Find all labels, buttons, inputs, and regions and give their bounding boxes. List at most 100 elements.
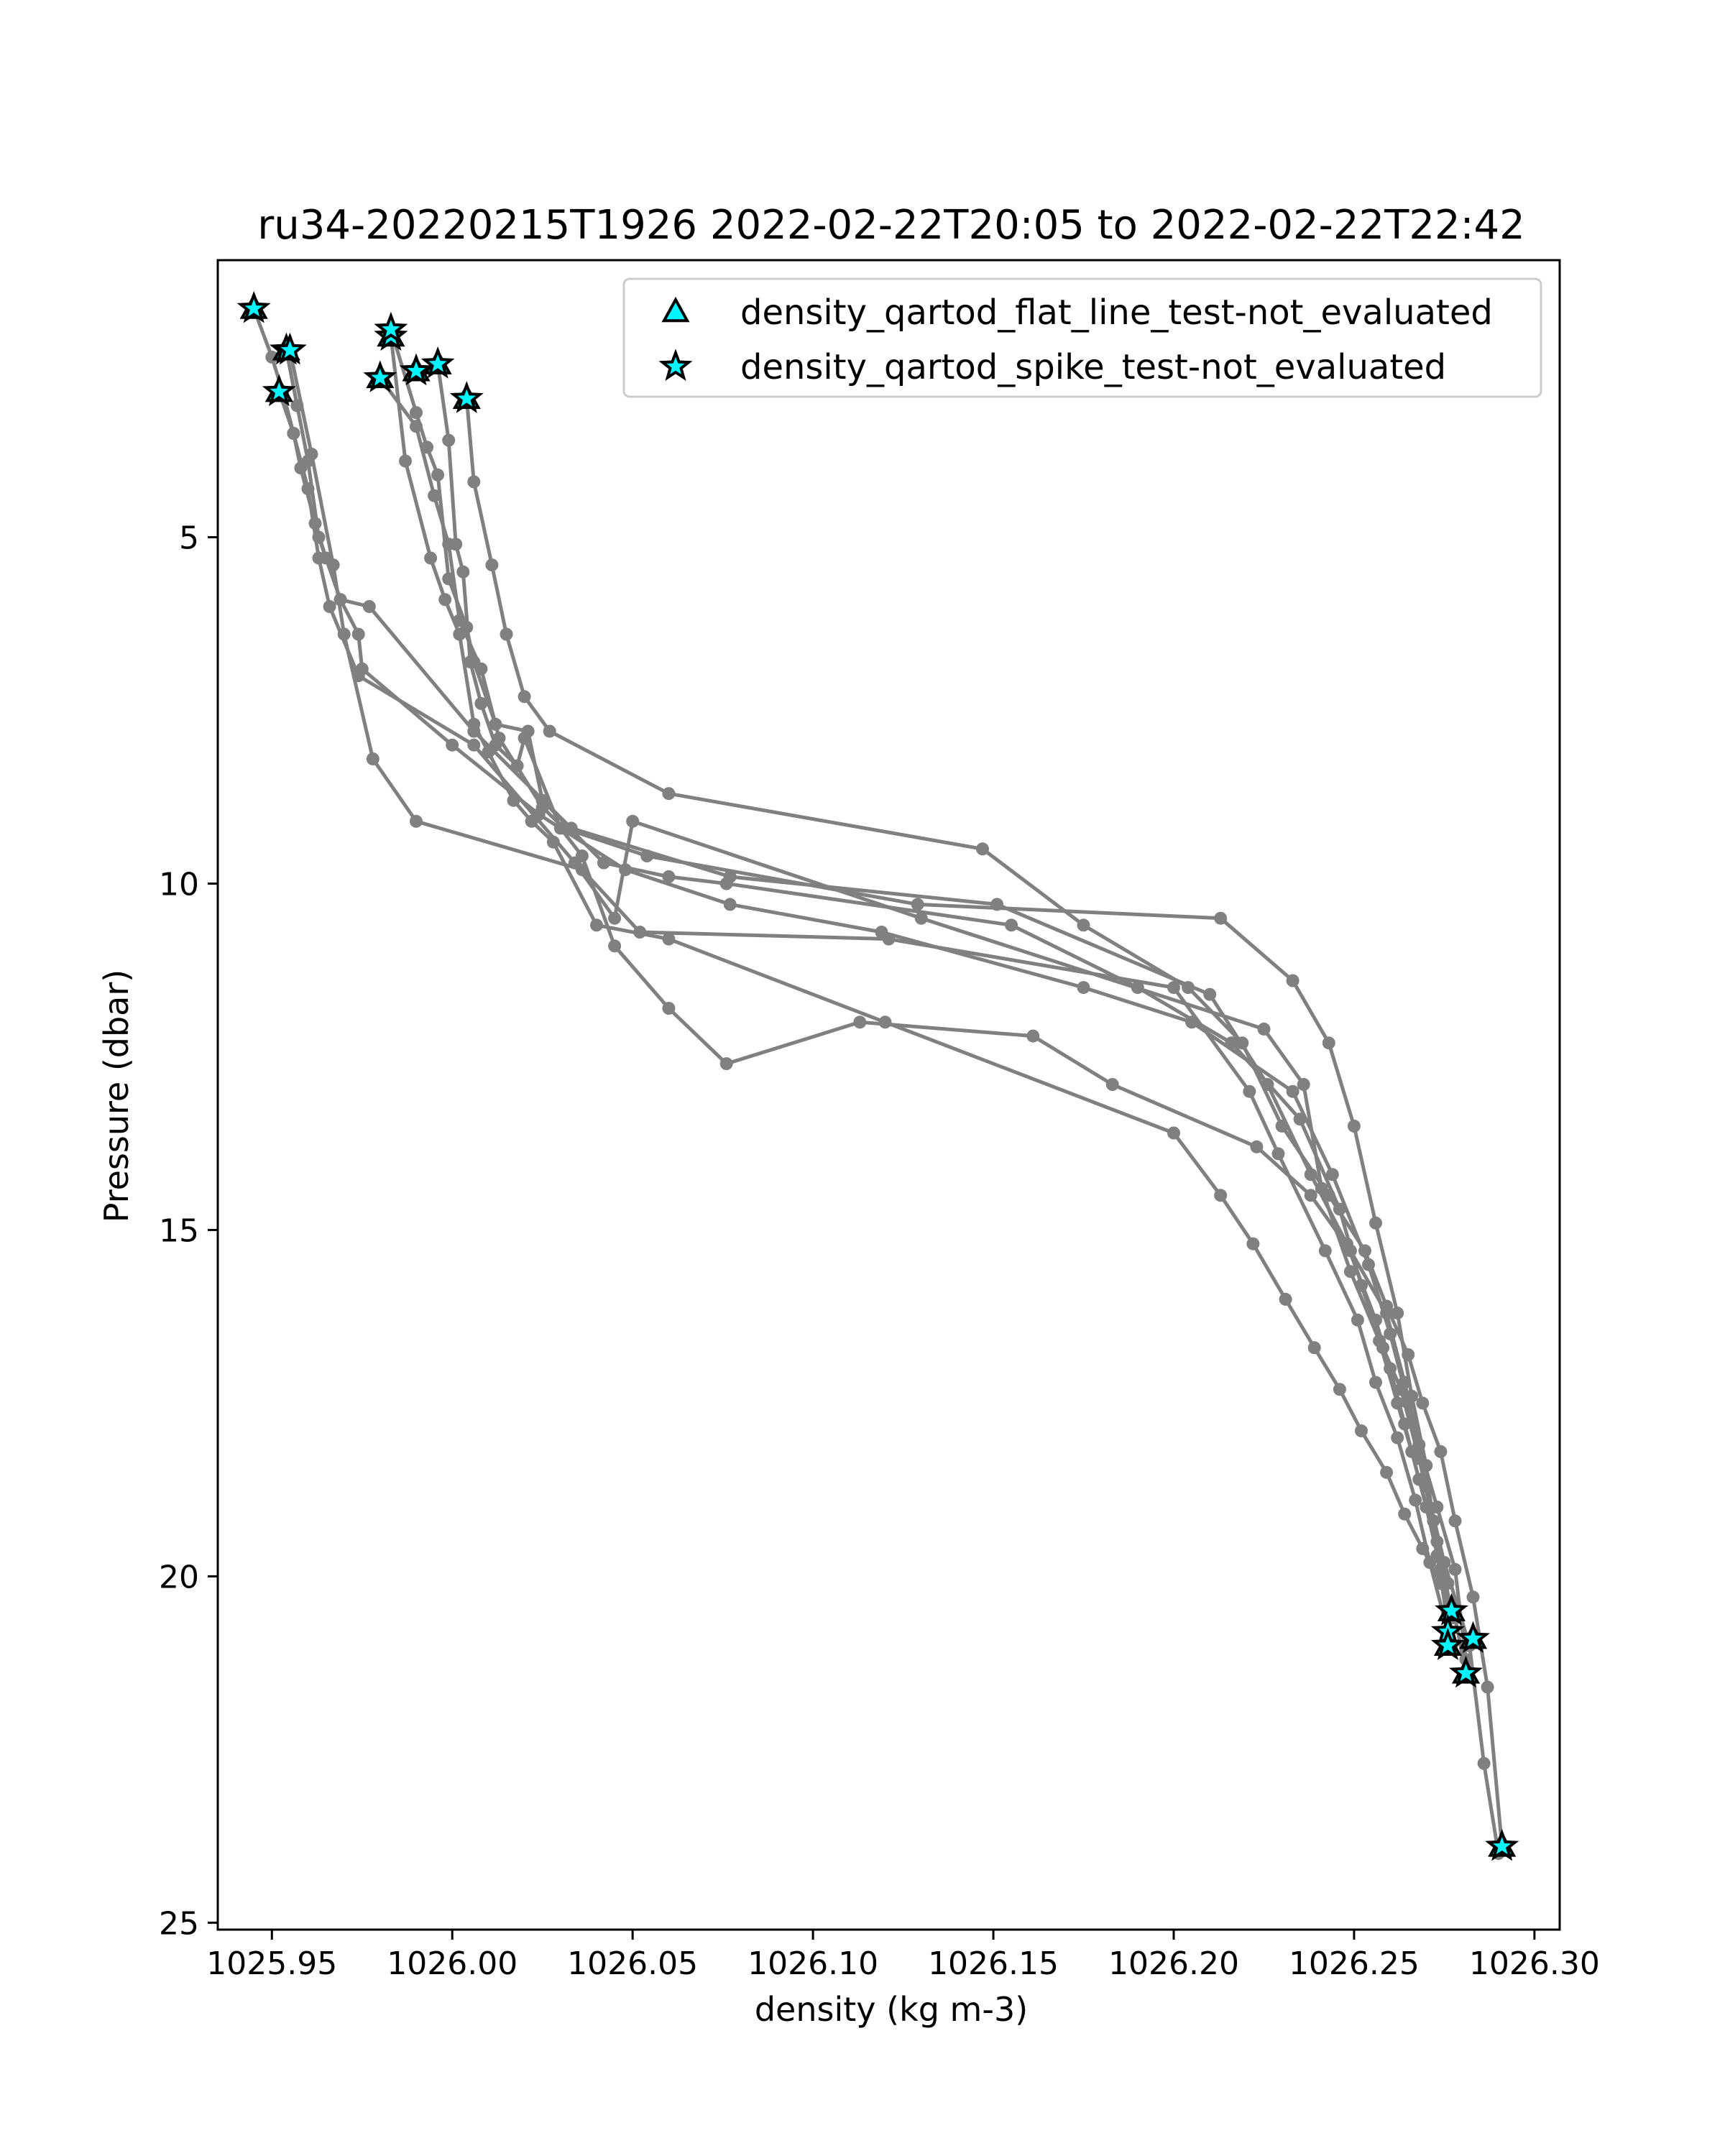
profile-line — [389, 327, 1450, 1585]
sample-point — [1380, 1465, 1394, 1479]
sample-point — [326, 558, 340, 572]
sample-point — [597, 856, 610, 870]
sample-point — [662, 932, 676, 946]
sample-point — [438, 593, 452, 607]
spike-test-marker — [1435, 1593, 1468, 1626]
sample-point — [1271, 1147, 1285, 1161]
sample-point — [492, 732, 506, 745]
sample-point — [424, 551, 438, 565]
sample-point — [287, 427, 300, 440]
sample-point — [1322, 1036, 1335, 1050]
sample-point — [464, 655, 477, 669]
sample-point — [1391, 1431, 1404, 1445]
x-tick-label: 1026.25 — [1289, 1945, 1420, 1982]
spike-test-marker — [1430, 1628, 1465, 1660]
sample-point — [366, 752, 380, 765]
sample-point — [1430, 1501, 1444, 1514]
sample-point — [1225, 1036, 1238, 1050]
sample-point — [1322, 1189, 1335, 1202]
sample-point — [1343, 1265, 1357, 1279]
x-tick-label: 1026.05 — [567, 1945, 698, 1982]
sample-point — [518, 732, 531, 745]
sample-point — [1279, 1292, 1292, 1306]
sample-point — [410, 420, 423, 433]
sample-point — [1391, 1396, 1404, 1410]
sample-point — [1448, 1562, 1462, 1576]
profile-series — [431, 357, 1473, 1667]
sample-point — [1167, 981, 1180, 995]
x-axis-label: density (kg m-3) — [755, 1990, 1028, 2029]
sample-point — [1376, 1341, 1390, 1355]
sample-point — [1441, 1577, 1455, 1590]
sample-point — [410, 406, 423, 420]
sample-point — [1402, 1348, 1415, 1361]
sample-point — [305, 447, 318, 461]
sample-point — [1391, 1307, 1404, 1320]
profile-series — [460, 392, 1509, 1853]
x-tick-label: 1026.15 — [928, 1945, 1059, 1982]
sample-point — [507, 793, 520, 807]
sample-point — [1448, 1514, 1462, 1528]
sample-point — [719, 1057, 733, 1071]
sample-point — [1369, 1376, 1382, 1389]
sample-point — [1203, 987, 1217, 1001]
sample-point — [1416, 1542, 1430, 1555]
sample-point — [1167, 1126, 1180, 1140]
spike-test-marker — [1485, 1828, 1519, 1861]
sample-point — [1333, 1383, 1346, 1396]
sample-point — [500, 627, 513, 641]
sample-point — [1131, 981, 1144, 995]
sample-point — [362, 600, 376, 613]
sample-point — [337, 627, 351, 641]
sample-point — [557, 821, 571, 835]
sample-point — [662, 787, 676, 801]
sample-point — [911, 898, 924, 911]
legend: density_qartod_flat_line_test-not_evalua… — [622, 277, 1542, 398]
sample-point — [1286, 1084, 1300, 1098]
sample-point — [410, 814, 423, 828]
plot-area — [236, 290, 1519, 1861]
sample-point — [1182, 981, 1195, 995]
sample-point — [1355, 1424, 1368, 1437]
y-tick-label: 25 — [159, 1905, 199, 1942]
sample-point — [535, 801, 549, 814]
sample-point — [1214, 1189, 1228, 1202]
legend-box — [622, 277, 1542, 398]
sample-point — [431, 468, 445, 482]
sample-point — [1293, 1112, 1307, 1126]
spike-test-marker — [262, 374, 296, 407]
sample-point — [442, 538, 456, 551]
sample-point — [1409, 1493, 1422, 1507]
sample-point — [608, 911, 622, 925]
sample-point — [976, 842, 989, 856]
spike-test-marker — [449, 381, 484, 413]
sample-point — [1236, 1036, 1249, 1050]
sample-point — [446, 738, 459, 752]
sample-point — [474, 696, 488, 710]
sample-point — [546, 835, 560, 849]
legend-star-marker — [658, 349, 693, 382]
sample-point — [1466, 1590, 1480, 1604]
x-tick-label: 1026.30 — [1469, 1945, 1600, 1982]
sample-point — [312, 551, 326, 565]
y-tick-label: 5 — [179, 520, 199, 557]
sample-point — [428, 489, 441, 502]
spike-test-marker — [420, 346, 455, 379]
y-axis-label: Pressure (dbar) — [97, 969, 136, 1222]
sample-point — [1358, 1244, 1371, 1258]
sample-point — [1105, 1078, 1119, 1091]
sample-point — [1243, 1084, 1256, 1098]
legend-triangle-marker — [661, 296, 690, 323]
sample-point — [1405, 1389, 1419, 1403]
sample-point — [1026, 1029, 1040, 1043]
sample-point — [719, 877, 733, 890]
sample-point — [518, 690, 531, 704]
sample-point — [662, 870, 676, 883]
profile-series — [283, 344, 1455, 1639]
sample-point — [301, 482, 315, 496]
sample-point — [1416, 1396, 1430, 1410]
sample-point — [456, 565, 470, 579]
sample-point — [1434, 1445, 1448, 1458]
sample-point — [1481, 1680, 1494, 1694]
